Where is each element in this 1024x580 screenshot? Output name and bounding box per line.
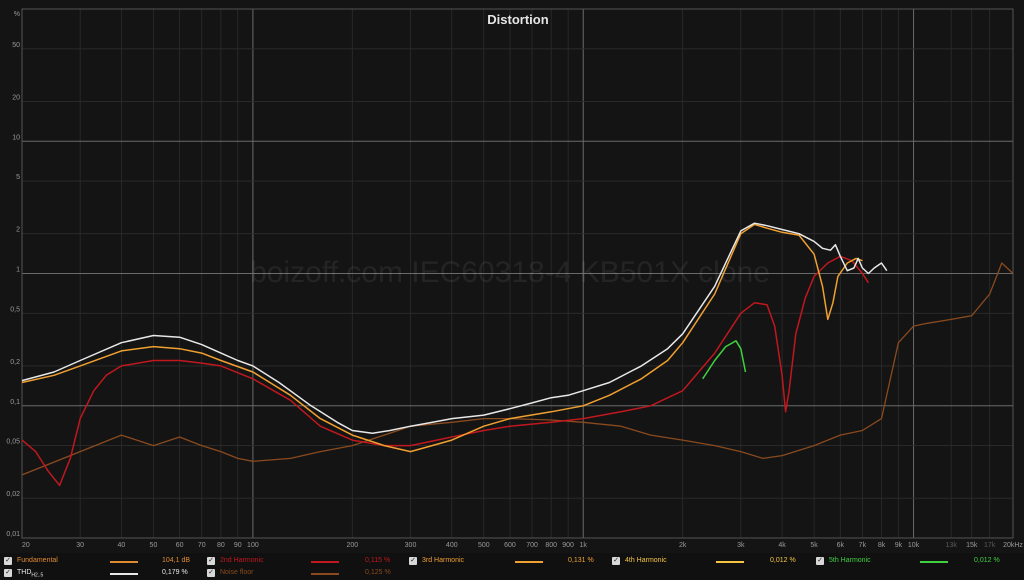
series-line-noise-floor [21,262,1014,476]
legend-swatch-2nd-harmonic [311,561,339,563]
y-tick-label: 0,01 [6,531,20,538]
x-tick-label: 15k [966,542,978,549]
legend-label-5th-harmonic: 5th Harmonic [829,557,871,564]
x-tick-label: 40 [118,542,126,549]
legend-value-5th-harmonic: 0,012 % [974,557,1000,564]
legend-swatch-4th-harmonic [716,561,744,563]
y-tick-label: 0,05 [6,439,20,446]
legend-value-thd: 0,179 % [162,569,188,576]
y-tick-label: 50 [12,42,20,49]
x-tick-label: 600 [504,542,516,549]
legend-label-thd-sub: H2..5 [31,572,44,579]
y-tick-label: 0,02 [6,491,20,498]
y-tick-label: 5 [16,174,20,181]
legend-checkbox-noise-floor[interactable]: ✓ [207,569,215,577]
legend-checkbox-3rd-harmonic[interactable]: ✓ [409,557,417,565]
x-tick-label: 100 [247,542,259,549]
chart-ticks: 20 30 40 50 60 70 80 90 100 200 300 400 500 600 700 800… [6,11,1023,549]
x-tick-label: 70 [198,542,206,549]
x-tick-label: 6k [837,542,845,549]
chart-title: Distortion [487,12,548,27]
x-tick-label: 400 [446,542,458,549]
y-tick-label: 20 [12,94,20,101]
legend-label-thd-main: THD [17,569,32,576]
legend-value-4th-harmonic: 0,012 % [770,557,796,564]
x-tick-label: 300 [405,542,417,549]
legend-value-3rd-harmonic: 0,131 % [568,557,594,564]
legend-checkbox-fundamental[interactable]: ✓ [4,557,12,565]
x-tick-label: 10k [908,542,920,549]
legend-label-3rd-harmonic: 3rd Harmonic [422,557,465,564]
legend-label-2nd-harmonic: 2nd Harmonic [220,557,264,564]
x-tick-label: 20kHz [1003,542,1023,549]
legend-value-noise-floor: 0,125 % [365,569,391,576]
x-tick-label: 1k [580,542,588,549]
x-tick-label: 60 [176,542,184,549]
legend-label-fundamental: Fundamental [17,557,58,564]
x-tick-label: 800 [545,542,557,549]
series-line-5th-harmonic [702,340,747,380]
x-tick-label: 5k [810,542,818,549]
x-tick-label: 9k [895,542,903,549]
y-tick-label: 0,1 [10,399,20,406]
x-tick-label: 30 [76,542,84,549]
chart-watermark: boizoff.com IEC60318-4 KB501X clone [250,256,770,289]
legend-checkbox-2nd-harmonic[interactable]: ✓ [207,557,215,565]
legend-swatch-3rd-harmonic [515,561,543,563]
legend-swatch-5th-harmonic [920,561,948,563]
chart-grid [21,8,1014,539]
legend-checkbox-5th-harmonic[interactable]: ✓ [816,557,824,565]
x-tick-label: 8k [878,542,886,549]
series-line-3rd-harmonic [21,223,863,453]
y-tick-label: 1 [16,267,20,274]
legend-label-thd: THDH2..5 [17,569,43,578]
x-tick-label: 7k [859,542,867,549]
x-tick-label: 20 [22,542,30,549]
x-tick-label: 80 [217,542,225,549]
y-tick-label: 0,2 [10,359,20,366]
x-tick-label: 2k [679,542,687,549]
legend-value-fundamental: 104,1 dB [162,557,191,564]
y-tick-label: 2 [16,227,20,234]
legend-value-2nd-harmonic: 0,115 % [365,557,391,564]
legend: ✓ Fundamental 104,1 dB ✓ THDH2..5 0,179 … [0,553,1024,580]
series-line-2nd-harmonic [21,255,870,487]
x-tick-label: 4k [778,542,786,549]
y-tick-label: 0,5 [10,306,20,313]
y-tick-label: 10 [12,134,20,141]
legend-label-4th-harmonic: 4th Harmonic [625,557,667,564]
x-tick-label: 900 [562,542,574,549]
x-tick-label: 50 [150,542,158,549]
distortion-chart: 20 30 40 50 60 70 80 90 100 200 300 400 500 600 700 800… [6,8,1024,549]
x-tick-label: 500 [478,542,490,549]
chart-series [21,222,1014,487]
legend-swatch-thd [110,573,138,575]
series-line-thd [21,222,888,434]
legend-swatch-fundamental [110,561,138,563]
x-tick-label: 90 [234,542,242,549]
legend-checkbox-4th-harmonic[interactable]: ✓ [612,557,620,565]
x-tick-label: 700 [526,542,538,549]
x-tick-label: 3k [737,542,745,549]
x-tick-label: 200 [346,542,358,549]
legend-checkbox-thd[interactable]: ✓ [4,569,12,577]
x-tick-label: 13k [946,542,958,549]
y-tick-label: % [14,11,20,18]
x-tick-label: 17k [984,542,996,549]
legend-label-noise-floor: Noise floor [220,569,254,576]
legend-swatch-noise-floor [311,573,339,575]
